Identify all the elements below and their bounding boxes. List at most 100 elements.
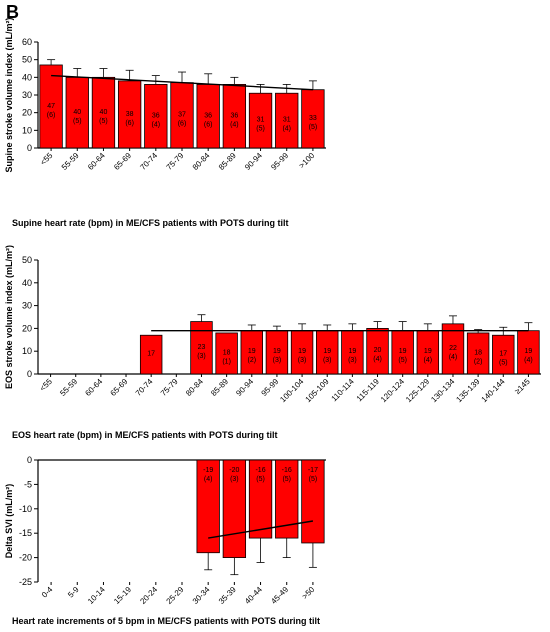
x-tick-label: 45-49 bbox=[269, 585, 290, 606]
n-label: (1) bbox=[222, 358, 231, 365]
data-label: -16 bbox=[282, 467, 292, 474]
n-label: (6) bbox=[178, 121, 187, 128]
x-tick-label: 100-104 bbox=[278, 377, 306, 405]
n-label: (2) bbox=[474, 358, 483, 365]
x-tick-label: 75-79 bbox=[159, 377, 180, 398]
trend-line bbox=[208, 520, 314, 539]
n-label: (4) bbox=[373, 356, 382, 363]
n-label: (3) bbox=[230, 476, 239, 483]
chart-1 bbox=[34, 41, 326, 151]
n-label: (5) bbox=[398, 357, 407, 364]
n-label: (3) bbox=[323, 357, 332, 364]
x-tick-label: 70-74 bbox=[138, 151, 159, 172]
n-label: (4) bbox=[282, 126, 291, 133]
x-tick-label: <55 bbox=[39, 151, 55, 167]
y-tick-label: 60 bbox=[22, 37, 32, 47]
x-tick-label: 75-79 bbox=[165, 151, 186, 172]
x-tick-label: 40-44 bbox=[243, 585, 264, 606]
x-tick-label: 55-59 bbox=[58, 377, 79, 398]
n-label: (3) bbox=[197, 353, 206, 360]
y-tick-label: -20 bbox=[19, 553, 32, 563]
x-tick-label: 35-39 bbox=[217, 585, 238, 606]
y-tick-label: 0 bbox=[27, 143, 32, 153]
data-label: 19 bbox=[424, 348, 432, 355]
data-label: 36 bbox=[230, 112, 238, 119]
x-tick-label: 95-99 bbox=[269, 151, 290, 172]
x-tick-label: 85-89 bbox=[209, 377, 230, 398]
x-tick-label: 30-34 bbox=[191, 585, 212, 606]
x-tick-label: ≥145 bbox=[513, 377, 532, 396]
x-tick-label: 15-19 bbox=[112, 585, 133, 606]
y-tick-label: 10 bbox=[22, 125, 32, 135]
x-tick-label: 115-119 bbox=[355, 377, 382, 404]
data-label: 33 bbox=[309, 115, 317, 122]
x-tick-label: 20-24 bbox=[138, 585, 159, 606]
n-label: (6) bbox=[47, 112, 56, 119]
x-tick-label: 80-84 bbox=[184, 377, 205, 398]
bar bbox=[215, 332, 238, 375]
x-axis-title: Supine heart rate (bpm) in ME/CFS patien… bbox=[12, 218, 289, 228]
data-label: 17 bbox=[147, 350, 155, 357]
n-label: (3) bbox=[273, 357, 282, 364]
n-label: (4) bbox=[424, 357, 433, 364]
y-tick-label: 20 bbox=[22, 323, 32, 333]
n-label: (5) bbox=[282, 476, 291, 483]
data-label: 19 bbox=[323, 348, 331, 355]
y-tick-label: 0 bbox=[27, 369, 32, 379]
x-tick-label: 85-89 bbox=[217, 151, 238, 172]
y-tick-label: 10 bbox=[22, 346, 32, 356]
n-label: (5) bbox=[73, 118, 82, 125]
x-tick-label: 60-64 bbox=[83, 377, 104, 398]
data-label: -16 bbox=[255, 467, 265, 474]
n-label: (6) bbox=[204, 121, 213, 128]
data-label: 36 bbox=[204, 112, 212, 119]
data-label: 19 bbox=[248, 348, 256, 355]
data-label: 19 bbox=[348, 348, 356, 355]
data-label: 19 bbox=[525, 348, 533, 355]
bar bbox=[222, 459, 247, 558]
y-axis-title: Supine stroke volume index (mL/m²) bbox=[4, 17, 14, 172]
x-tick-label: 55-59 bbox=[60, 151, 81, 172]
x-axis-title: EOS heart rate (bpm) in ME/CFS patients … bbox=[12, 430, 278, 440]
n-label: (4) bbox=[152, 121, 161, 128]
data-label: 31 bbox=[257, 117, 265, 124]
n-label: (2) bbox=[247, 357, 256, 364]
data-label: 40 bbox=[73, 109, 81, 116]
x-tick-label: 70-74 bbox=[134, 377, 155, 398]
x-tick-label: 65-69 bbox=[112, 151, 133, 172]
data-label: 36 bbox=[152, 112, 160, 119]
trend-line bbox=[51, 74, 313, 91]
data-label: 19 bbox=[298, 348, 306, 355]
x-tick-label: >100 bbox=[297, 151, 316, 170]
y-tick-label: 40 bbox=[22, 278, 32, 288]
x-tick-label: 25-29 bbox=[165, 585, 186, 606]
x-tick-label: 65-69 bbox=[109, 377, 130, 398]
n-label: (5) bbox=[256, 126, 265, 133]
data-label: 47 bbox=[47, 103, 55, 110]
x-tick-label: 135-139 bbox=[454, 377, 482, 405]
chart-3 bbox=[34, 459, 326, 585]
n-label: (3) bbox=[348, 357, 357, 364]
data-label: 37 bbox=[178, 112, 186, 119]
y-tick-label: 50 bbox=[22, 255, 32, 265]
n-label: (5) bbox=[309, 476, 318, 483]
x-tick-label: 120-124 bbox=[379, 377, 407, 405]
data-label: 23 bbox=[198, 344, 206, 351]
n-label: (6) bbox=[125, 120, 134, 127]
data-label: 18 bbox=[223, 349, 231, 356]
y-tick-label: 30 bbox=[22, 301, 32, 311]
data-label: 31 bbox=[283, 117, 291, 124]
x-tick-label: 0-4 bbox=[40, 585, 55, 600]
x-tick-label: 5-9 bbox=[66, 585, 81, 600]
x-tick-label: 10-14 bbox=[86, 585, 107, 606]
y-tick-label: 0 bbox=[27, 455, 32, 465]
x-tick-label: 110-114 bbox=[330, 377, 357, 404]
y-axis-title: Delta SVI (mL/m²) bbox=[4, 484, 14, 559]
x-tick-label: >50 bbox=[300, 585, 316, 601]
y-tick-label: -5 bbox=[24, 479, 32, 489]
data-label: 20 bbox=[374, 347, 382, 354]
n-label: (5) bbox=[256, 476, 265, 483]
data-label: -20 bbox=[229, 467, 239, 474]
y-tick-label: 20 bbox=[22, 108, 32, 118]
